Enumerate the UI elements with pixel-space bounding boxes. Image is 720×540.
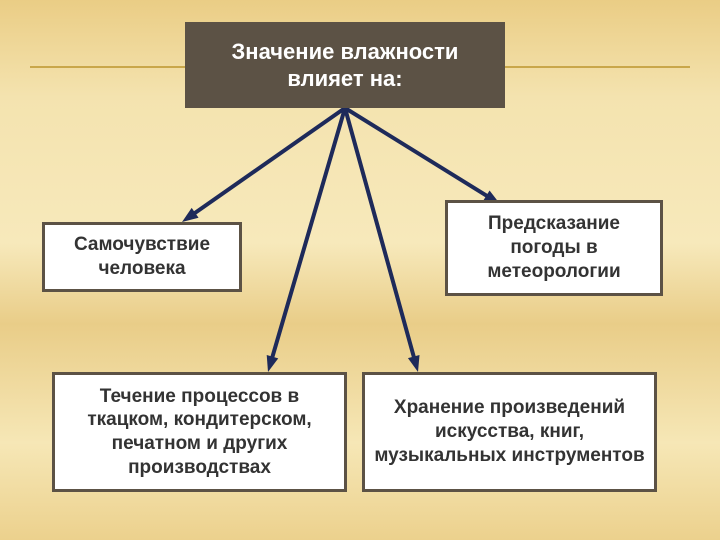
leaf-label: Самочувствие человека xyxy=(53,233,231,281)
leaf-node-storage: Хранение произведений искусства, книг, м… xyxy=(362,372,657,492)
leaf-label: Течение процессов в ткацком, кондитерско… xyxy=(63,385,336,480)
leaf-label: Хранение произведений искусства, книг, м… xyxy=(373,396,646,467)
leaf-node-wellbeing: Самочувствие человека xyxy=(42,222,242,292)
diagram-stage: Значение влажности влияет на: Самочувств… xyxy=(0,0,720,540)
root-node-label: Значение влажности влияет на: xyxy=(193,38,497,93)
leaf-node-weather: Предсказание погоды в метеорологии xyxy=(445,200,663,296)
leaf-node-industry: Течение процессов в ткацком, кондитерско… xyxy=(52,372,347,492)
root-node: Значение влажности влияет на: xyxy=(185,22,505,108)
leaf-label: Предсказание погоды в метеорологии xyxy=(456,212,652,283)
